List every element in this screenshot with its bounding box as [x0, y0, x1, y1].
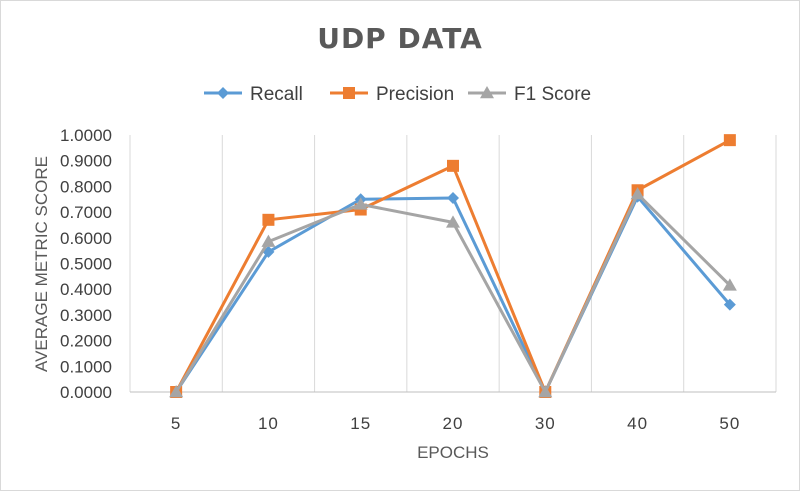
data-point-f1-score [353, 197, 368, 210]
legend-marker-precision [343, 87, 355, 99]
y-tick-label: 0.3000 [60, 306, 112, 325]
x-tick-label: 40 [627, 414, 648, 433]
legend-label-f1-score: F1 Score [514, 84, 591, 105]
x-tick-label: 50 [719, 414, 740, 433]
y-axis-ticks: 0.0000 0.1000 0.2000 0.3000 0.4000 0.5000 0.60… [60, 126, 112, 402]
y-tick-label: 0.0000 [60, 383, 112, 402]
x-tick-label: 30 [535, 414, 556, 433]
x-tick-label: 20 [443, 414, 464, 433]
legend-label-recall: Recall [250, 84, 303, 105]
data-point-precision [447, 159, 459, 172]
data-point-f1-score [630, 187, 645, 200]
y-tick-label: 0.7000 [60, 203, 112, 222]
series-group [169, 134, 737, 398]
x-axis-ticks: 5 10 15 20 30 40 50 [171, 414, 740, 433]
legend: Recall Precision F1 Score [204, 84, 591, 105]
data-point-f1-score [538, 385, 553, 398]
legend-marker-recall [217, 87, 229, 99]
legend-item-recall: Recall [204, 84, 303, 105]
series-f1-score [169, 187, 737, 398]
data-point-precision [723, 134, 736, 147]
y-tick-label: 0.1000 [60, 357, 112, 376]
data-point-f1-score [722, 278, 737, 291]
x-tick-label: 10 [258, 414, 279, 433]
legend-marker-f1-score [480, 86, 494, 99]
y-tick-label: 1.0000 [60, 126, 112, 145]
y-tick-label: 0.2000 [60, 332, 112, 351]
gridlines [129, 135, 777, 392]
y-tick-label: 0.8000 [60, 177, 112, 196]
x-axis-title: EPOCHS [417, 443, 489, 462]
data-point-f1-score [261, 234, 276, 247]
y-tick-label: 0.4000 [60, 280, 112, 299]
y-tick-label: 0.6000 [60, 229, 112, 248]
y-tick-label: 0.9000 [60, 152, 112, 171]
x-tick-label: 15 [350, 414, 371, 433]
x-tick-label: 5 [171, 414, 181, 433]
chart-title: UDP DATA [317, 22, 483, 55]
data-point-precision [262, 213, 275, 226]
data-point-f1-score [446, 215, 460, 228]
data-point-recall [723, 298, 736, 311]
data-point-f1-score [169, 385, 184, 398]
y-tick-label: 0.5000 [60, 255, 112, 274]
legend-item-f1-score: F1 Score [468, 84, 591, 105]
legend-label-precision: Precision [376, 84, 454, 105]
y-axis-title: AVERAGE METRIC SCORE [32, 156, 51, 372]
legend-item-precision: Precision [330, 84, 454, 105]
data-point-recall [447, 191, 459, 204]
